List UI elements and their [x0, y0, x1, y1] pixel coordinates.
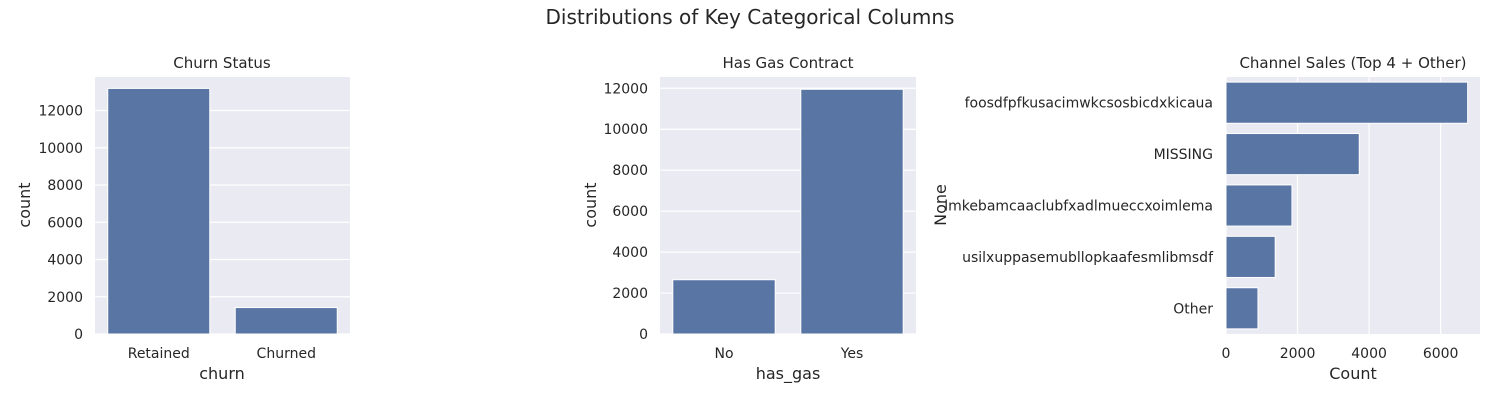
y-tick-label: 8000: [47, 178, 83, 194]
bar-channel-4: [1225, 287, 1259, 330]
y-tick-label: foosdfpfkusacimwkcsosbicdxkicaua: [965, 96, 1213, 112]
y-axis-label: count: [581, 182, 600, 227]
bars: [107, 87, 338, 335]
bar-channel-3: [1225, 235, 1276, 278]
y-tick-label: 4000: [47, 253, 83, 269]
x-tick-label: 6000: [1423, 346, 1459, 362]
bar-yes: [800, 88, 904, 335]
y-tick-label: 12000: [603, 81, 648, 97]
bar-churned: [234, 307, 338, 335]
x-axis-label: has_gas: [756, 364, 821, 384]
tick-labels: 0 2000 4000 6000 8000 10000 12000 Retained Churn…: [38, 104, 316, 362]
y-tick-label: 0: [74, 327, 83, 343]
y-tick-label: 6000: [612, 204, 648, 220]
y-tick-label: 8000: [612, 163, 648, 179]
y-tick-label: 4000: [612, 245, 648, 261]
y-tick-label: Other: [1173, 301, 1213, 317]
bars: [1225, 81, 1469, 330]
y-tick-label: 0: [639, 327, 648, 343]
y-axis-label: count: [15, 182, 34, 227]
x-tick-label: No: [714, 346, 733, 362]
bars: [672, 88, 904, 335]
y-axis-label: None: [931, 184, 950, 226]
bar-channel-0: [1225, 81, 1469, 124]
x-tick-label: 2000: [1280, 346, 1316, 362]
chart-title: Churn Status: [173, 54, 271, 72]
bar-channel-2: [1225, 184, 1293, 227]
x-tick-label: Retained: [128, 346, 190, 362]
tick-labels: 0 2000 4000 6000 8000 10000 12000 No Yes: [603, 81, 863, 362]
bar-no: [672, 279, 776, 335]
x-tick-label: 0: [1222, 346, 1231, 362]
figure-suptitle: Distributions of Key Categorical Columns: [546, 5, 955, 29]
y-tick-label: 10000: [38, 141, 83, 157]
x-axis-label: churn: [199, 364, 245, 383]
y-tick-label: 12000: [38, 104, 83, 120]
y-tick-label: MISSING: [1154, 147, 1213, 163]
chart-has-gas-contract: Has Gas Contract 0 2000 4000 6000 8000 10000 1…: [581, 54, 916, 384]
x-axis-label: Count: [1329, 364, 1377, 383]
chart-channel-sales: Channel Sales (Top 4 + Other) 0 2000 4000 6…: [931, 54, 1480, 383]
y-tick-label: usilxuppasemubllopkaafesmlibmsdf: [962, 250, 1214, 266]
bar-channel-1: [1225, 133, 1360, 176]
x-tick-label: Yes: [840, 346, 864, 362]
tick-labels: 0 2000 4000 6000 foosdfpfkusacimwkcsosbicdxk…: [944, 96, 1458, 362]
y-tick-label: 6000: [47, 215, 83, 231]
x-tick-label: Churned: [257, 346, 316, 362]
y-tick-label: lmkebamcaaclubfxadlmueccxoimlema: [944, 199, 1213, 215]
chart-title: Channel Sales (Top 4 + Other): [1239, 54, 1466, 72]
y-tick-label: 2000: [47, 290, 83, 306]
chart-title: Has Gas Contract: [723, 54, 854, 72]
chart-churn-status: Churn Status 0 2000 4000 6000 8000 10000 12000…: [15, 54, 350, 383]
y-tick-label: 10000: [603, 122, 648, 138]
bar-retained: [107, 87, 211, 335]
x-tick-label: 4000: [1351, 346, 1387, 362]
y-tick-label: 2000: [612, 286, 648, 302]
